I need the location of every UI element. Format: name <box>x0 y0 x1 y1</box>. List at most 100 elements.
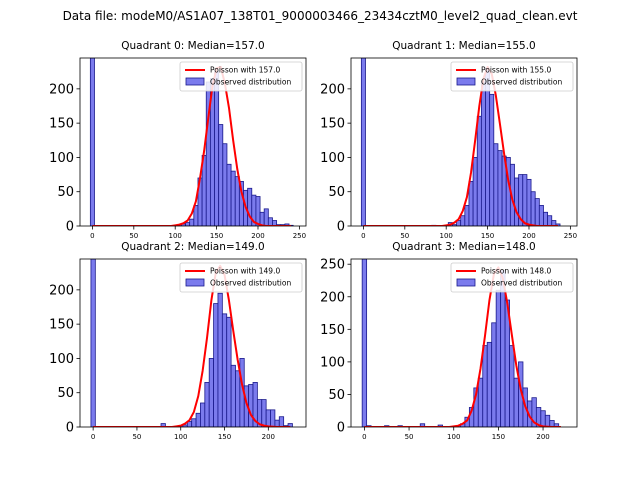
histogram-bar <box>493 143 499 226</box>
histogram-bar <box>214 71 220 226</box>
y-tick-label: 200 <box>49 283 74 298</box>
histogram-bar <box>509 345 515 427</box>
x-tick-label: 250 <box>564 232 577 240</box>
x-tick-label: 200 <box>251 232 264 240</box>
x-tick-label: 200 <box>536 433 549 441</box>
legend-observed-label: Observed distribution <box>481 279 562 288</box>
y-tick-label: 0 <box>66 220 74 235</box>
histogram-bar <box>235 370 241 427</box>
histogram-bar <box>287 423 293 427</box>
histogram-bar <box>221 313 228 427</box>
y-tick-label: 0 <box>337 220 345 235</box>
legend: Poisson with 155.0 Observed distribution <box>450 61 574 92</box>
histogram-bar <box>200 402 206 427</box>
x-tick-label: 150 <box>481 232 494 240</box>
histogram-bar <box>226 163 232 226</box>
histogram-bar <box>160 423 166 427</box>
y-tick-label: 200 <box>49 82 74 97</box>
legend: Poisson with 148.0 Observed distribution <box>450 262 574 293</box>
legend-observed-label: Observed distribution <box>210 78 291 87</box>
histogram-bar <box>526 178 532 226</box>
y-tick-label: 100 <box>49 352 74 367</box>
plot-frame <box>350 258 578 428</box>
quadrant-2-chart: Quadrant 2: Median=149.0 0 50 100 150 200 0 50 1… <box>49 241 307 441</box>
legend-observed-swatch <box>456 278 476 287</box>
histogram-bar <box>247 187 253 226</box>
histogram-bar <box>204 382 210 427</box>
histogram-bar <box>226 316 232 427</box>
histogram-bar <box>500 270 506 427</box>
x-tick-label: 150 <box>210 232 223 240</box>
histogram-bar <box>513 377 519 427</box>
histogram-bar <box>460 215 466 226</box>
histogram-bar <box>217 292 223 427</box>
legend-poisson-label: Poisson with 148.0 <box>481 267 551 276</box>
legend-poisson-label: Poisson with 149.0 <box>210 267 280 276</box>
histogram-bar <box>543 211 549 226</box>
histogram-bar <box>255 196 261 226</box>
legend-poisson-label: Poisson with 157.0 <box>210 66 280 75</box>
histogram-bar <box>538 205 544 226</box>
legend-observed-label: Observed distribution <box>210 279 291 288</box>
histogram-bar <box>480 81 486 226</box>
histogram-bar <box>477 377 484 427</box>
histogram-bar <box>195 412 201 427</box>
legend-poisson-label: Poisson with 155.0 <box>481 66 551 75</box>
y-tick-label: 50 <box>57 185 74 200</box>
legend-observed-swatch <box>185 278 205 287</box>
plot-frame <box>350 57 578 227</box>
legend: Poisson with 157.0 Observed distribution <box>179 61 303 92</box>
figure-title: Data file: modeM0/AS1A07_138T01_90000034… <box>63 9 578 23</box>
y-tick-label: 150 <box>49 318 74 333</box>
x-tick-label: 0 <box>362 433 366 441</box>
legend-box <box>179 61 303 92</box>
x-tick-label: 0 <box>361 232 365 240</box>
histogram-bar <box>222 143 228 226</box>
x-tick-label: 0 <box>90 232 94 240</box>
legend-box <box>179 262 303 293</box>
y-tick-label: 200 <box>320 290 345 305</box>
plot-frame <box>79 258 307 428</box>
histogram-bar <box>486 341 493 427</box>
histogram-bar <box>89 58 95 226</box>
y-tick-label: 250 <box>320 258 345 273</box>
histogram-bar <box>522 174 528 226</box>
histogram-bar <box>278 416 285 427</box>
histogram-bar <box>265 409 271 427</box>
histogram-bar <box>544 414 551 427</box>
quadrant-0-chart: Quadrant 0: Median=157.0 0 50 100 150 200 0 50 1… <box>49 40 307 240</box>
histogram-bar <box>234 176 240 226</box>
x-tick-label: 200 <box>262 433 275 441</box>
histogram-bar <box>191 418 197 427</box>
legend-observed-label: Observed distribution <box>481 78 562 87</box>
x-tick-label: 50 <box>132 433 141 441</box>
y-tick-label: 0 <box>337 421 345 436</box>
histogram-bar <box>489 93 495 226</box>
histogram-bar <box>189 218 195 226</box>
observed-bars <box>90 259 293 427</box>
y-tick-label: 100 <box>320 355 345 370</box>
histogram-bar <box>468 181 474 226</box>
quadrant-2-title: Quadrant 2: Median=149.0 <box>121 241 264 253</box>
x-tick-label: 50 <box>129 232 138 240</box>
histogram-bar <box>213 303 219 427</box>
histogram-bar <box>464 205 470 226</box>
observed-bars <box>361 259 560 427</box>
y-tick-label: 50 <box>328 185 345 200</box>
x-tick-label: 150 <box>218 433 231 441</box>
histogram-bar <box>360 58 366 226</box>
histogram-bar <box>230 364 236 427</box>
histogram-bar <box>90 259 96 427</box>
y-tick-label: 150 <box>49 117 74 132</box>
quadrant-1-title: Quadrant 1: Median=155.0 <box>392 40 535 52</box>
quadrant-3-chart: Quadrant 3: Median=148.0 0 50 100 150 200 250 0… <box>320 241 578 441</box>
x-tick-label: 50 <box>400 232 409 240</box>
x-tick-label: 100 <box>169 232 182 240</box>
y-tick-label: 100 <box>49 151 74 166</box>
histogram-bar <box>497 150 503 226</box>
histogram-bar <box>248 384 254 427</box>
x-tick-label: 150 <box>492 433 505 441</box>
histogram-bar <box>476 115 482 226</box>
histogram-bar <box>208 358 214 427</box>
y-tick-label: 150 <box>320 117 345 132</box>
